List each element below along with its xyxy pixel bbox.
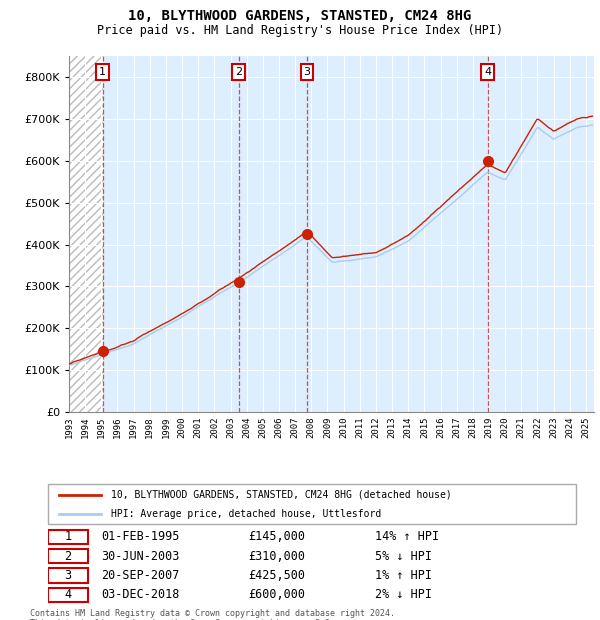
Text: 4: 4 [484, 67, 491, 77]
Text: 2002: 2002 [210, 416, 219, 438]
Text: 2: 2 [64, 549, 71, 562]
Text: 1997: 1997 [129, 416, 138, 438]
FancyBboxPatch shape [48, 484, 576, 524]
Bar [69, 56, 103, 412]
Text: 2% ↓ HPI: 2% ↓ HPI [376, 588, 433, 601]
Text: £600,000: £600,000 [248, 588, 305, 601]
FancyBboxPatch shape [48, 529, 88, 544]
Text: 1998: 1998 [145, 416, 154, 438]
Text: 2011: 2011 [355, 416, 364, 438]
Text: 14% ↑ HPI: 14% ↑ HPI [376, 530, 439, 543]
Text: 30-JUN-2003: 30-JUN-2003 [101, 549, 179, 562]
Text: 1996: 1996 [113, 416, 122, 438]
Text: 01-FEB-1995: 01-FEB-1995 [101, 530, 179, 543]
Text: 2022: 2022 [533, 416, 542, 438]
Text: Contains HM Land Registry data © Crown copyright and database right 2024.
This d: Contains HM Land Registry data © Crown c… [30, 609, 395, 620]
Text: 1% ↑ HPI: 1% ↑ HPI [376, 569, 433, 582]
Text: 3: 3 [303, 67, 310, 77]
Text: Price paid vs. HM Land Registry's House Price Index (HPI): Price paid vs. HM Land Registry's House … [97, 24, 503, 37]
Text: 10, BLYTHWOOD GARDENS, STANSTED, CM24 8HG (detached house): 10, BLYTHWOOD GARDENS, STANSTED, CM24 8H… [112, 490, 452, 500]
Text: 1999: 1999 [161, 416, 170, 438]
Text: 2012: 2012 [371, 416, 380, 438]
Text: 2020: 2020 [500, 416, 509, 438]
Text: 2024: 2024 [565, 416, 574, 438]
Text: 2000: 2000 [178, 416, 187, 438]
Text: 2015: 2015 [420, 416, 429, 438]
Text: 20-SEP-2007: 20-SEP-2007 [101, 569, 179, 582]
Text: 2018: 2018 [469, 416, 478, 438]
FancyBboxPatch shape [48, 569, 88, 583]
Text: 03-DEC-2018: 03-DEC-2018 [101, 588, 179, 601]
Text: 1: 1 [64, 530, 71, 543]
FancyBboxPatch shape [48, 549, 88, 563]
Text: 5% ↓ HPI: 5% ↓ HPI [376, 549, 433, 562]
FancyBboxPatch shape [48, 588, 88, 602]
Text: 1: 1 [99, 67, 106, 77]
Text: 2013: 2013 [388, 416, 397, 438]
Text: 2023: 2023 [549, 416, 558, 438]
Text: 2021: 2021 [517, 416, 526, 438]
Text: 4: 4 [64, 588, 71, 601]
Text: 1993: 1993 [64, 416, 73, 438]
Text: 2: 2 [235, 67, 242, 77]
Text: 2019: 2019 [484, 416, 493, 438]
Text: 3: 3 [64, 569, 71, 582]
Text: 2005: 2005 [259, 416, 268, 438]
Text: 2003: 2003 [226, 416, 235, 438]
Text: 2025: 2025 [581, 416, 590, 438]
Text: £425,500: £425,500 [248, 569, 305, 582]
Text: 2008: 2008 [307, 416, 316, 438]
Text: 2017: 2017 [452, 416, 461, 438]
Text: 2014: 2014 [404, 416, 413, 438]
Text: 1995: 1995 [97, 416, 106, 438]
Text: 2007: 2007 [290, 416, 299, 438]
Text: 2001: 2001 [194, 416, 203, 438]
Text: 2004: 2004 [242, 416, 251, 438]
Text: £145,000: £145,000 [248, 530, 305, 543]
Text: 10, BLYTHWOOD GARDENS, STANSTED, CM24 8HG: 10, BLYTHWOOD GARDENS, STANSTED, CM24 8H… [128, 9, 472, 24]
Text: 2006: 2006 [274, 416, 283, 438]
Text: 2010: 2010 [339, 416, 348, 438]
Text: £310,000: £310,000 [248, 549, 305, 562]
Text: 2009: 2009 [323, 416, 332, 438]
Text: 1994: 1994 [80, 416, 89, 438]
Text: 2016: 2016 [436, 416, 445, 438]
Text: HPI: Average price, detached house, Uttlesford: HPI: Average price, detached house, Uttl… [112, 509, 382, 519]
